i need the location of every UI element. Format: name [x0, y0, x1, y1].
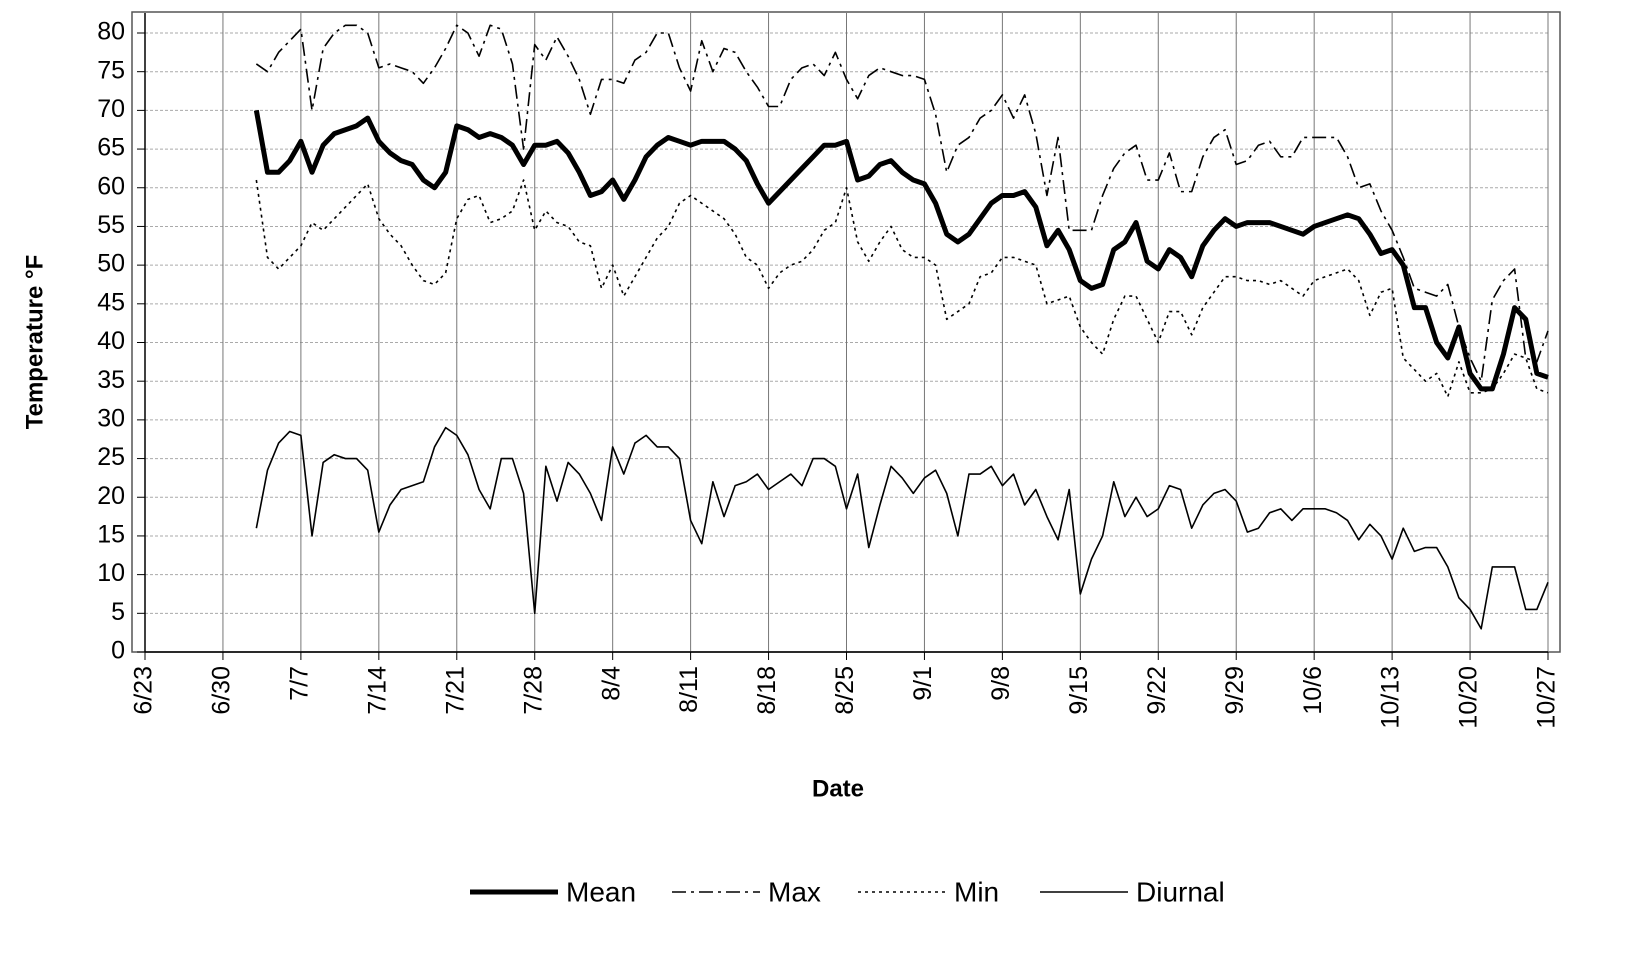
x-tick-label: 10/6 [1299, 666, 1327, 715]
y-tick-label: 60 [97, 172, 125, 200]
y-tick-label: 10 [97, 559, 125, 587]
y-tick-label: 40 [97, 327, 125, 355]
x-tick-label: 9/15 [1065, 666, 1093, 715]
y-tick-label: 65 [97, 134, 125, 162]
x-axis-title: Date [812, 775, 864, 802]
y-tick-label: 45 [97, 288, 125, 316]
x-tick-label: 8/4 [597, 666, 625, 701]
y-tick-label: 5 [111, 598, 125, 626]
y-tick-label: 75 [97, 56, 125, 84]
plot-lines [253, 24, 1549, 630]
x-tick-label: 9/22 [1143, 666, 1171, 715]
series-line [255, 426, 1549, 630]
x-tick-label: 6/30 [208, 666, 236, 715]
y-tick-label: 55 [97, 211, 125, 239]
x-tick-label: 9/8 [987, 666, 1015, 701]
series-line [255, 179, 1549, 398]
x-tick-label: 9/1 [909, 666, 937, 701]
x-tick-label: 10/20 [1455, 666, 1483, 729]
legend-label: Diurnal [1136, 876, 1225, 907]
y-tick-label: 50 [97, 250, 125, 278]
x-tick-label: 8/25 [831, 666, 859, 715]
y-tick-label: 15 [97, 521, 125, 549]
x-tick-label: 10/13 [1377, 666, 1405, 729]
y-tick-label: 25 [97, 443, 125, 471]
x-tick-label: 10/27 [1533, 666, 1561, 729]
y-tick-label: 0 [111, 637, 125, 665]
y-tick-label: 30 [97, 404, 125, 432]
x-tick-label: 7/7 [285, 666, 313, 701]
y-tick-label: 70 [97, 95, 125, 123]
x-tick-label: 8/18 [753, 666, 781, 715]
x-tick-label: 7/21 [441, 666, 469, 715]
y-axis-title: Temperature °F [21, 255, 48, 430]
x-tick-label: 7/14 [363, 666, 391, 715]
y-tick-label: 80 [97, 18, 125, 46]
y-tick-label: 35 [97, 366, 125, 394]
series-line [255, 24, 1549, 382]
legend-label: Min [954, 876, 999, 907]
x-tick-label: 9/29 [1221, 666, 1249, 715]
series-line [253, 109, 1549, 392]
x-tick-label: 7/28 [519, 666, 547, 715]
x-tick-label: 8/11 [675, 666, 703, 713]
x-tick-label: 6/23 [130, 666, 158, 715]
legend-label: Mean [566, 876, 636, 907]
y-tick-label: 20 [97, 482, 125, 510]
legend-label: Max [768, 876, 821, 907]
